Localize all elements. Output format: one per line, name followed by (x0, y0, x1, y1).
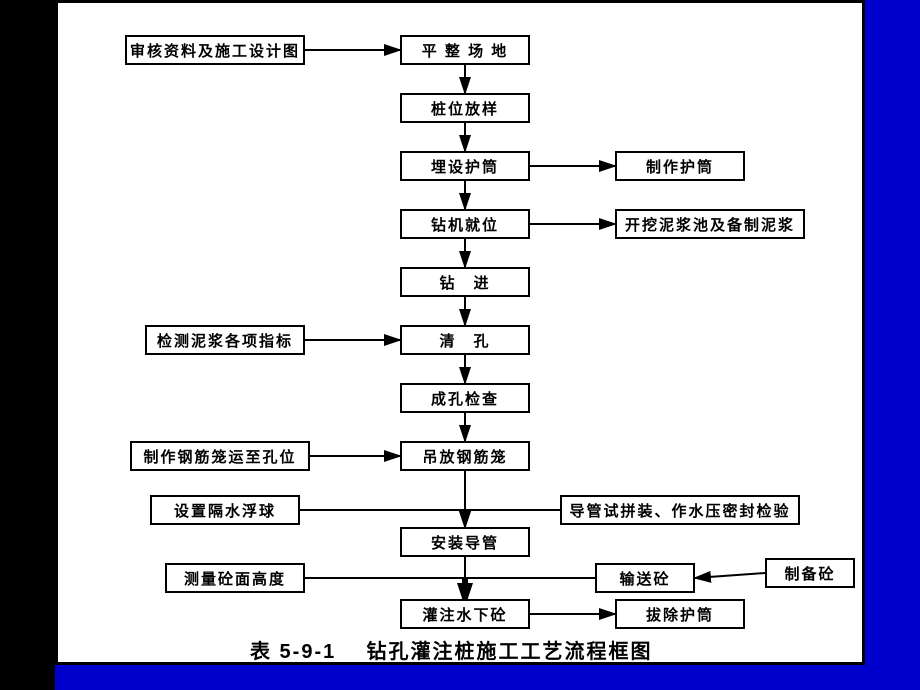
flow-node-r11: 拔除护筒 (615, 599, 745, 629)
flow-node-r10b: 制备砼 (765, 558, 855, 588)
flow-node-l6: 检测泥浆各项指标 (145, 325, 305, 355)
flow-node-c4: 钻机就位 (400, 209, 530, 239)
flow-node-c10: 灌注水下砼 (400, 599, 530, 629)
flow-node-c2: 桩位放样 (400, 93, 530, 123)
flowchart-paper: 表 5-9-1 钻孔灌注桩施工工艺流程框图 审核资料及施工设计图 平 整 场 地桩… (55, 0, 865, 665)
flow-node-l9: 设置隔水浮球 (150, 495, 300, 525)
flow-node-c3: 埋设护筒 (400, 151, 530, 181)
flow-node-c1: 平 整 场 地 (400, 35, 530, 65)
flow-node-r3: 制作护筒 (615, 151, 745, 181)
flow-node-l10: 测量砼面高度 (165, 563, 305, 593)
flow-node-l8: 制作钢筋笼运至孔位 (130, 441, 310, 471)
flowchart-caption: 表 5-9-1 钻孔灌注桩施工工艺流程框图 (250, 635, 652, 664)
caption-prefix: 表 5-9-1 (250, 641, 336, 663)
caption-title: 钻孔灌注桩施工工艺流程框图 (366, 641, 652, 663)
side-band (0, 0, 55, 690)
flow-node-c6: 清 孔 (400, 325, 530, 355)
flowchart-canvas: 表 5-9-1 钻孔灌注桩施工工艺流程框图 审核资料及施工设计图平 整 场 地桩… (70, 15, 850, 650)
flow-node-c7: 成孔检查 (400, 383, 530, 413)
flow-node-n1: 审核资料及施工设计图 (125, 35, 305, 65)
flow-node-c9: 安装导管 (400, 527, 530, 557)
flow-node-r9: 导管试拼装、作水压密封检验 (560, 495, 800, 525)
flow-node-r10a: 输送砼 (595, 563, 695, 593)
flow-node-c8: 吊放钢筋笼 (400, 441, 530, 471)
flow-node-c5: 钻 进 (400, 267, 530, 297)
flow-node-r4: 开挖泥浆池及备制泥浆 (615, 209, 805, 239)
